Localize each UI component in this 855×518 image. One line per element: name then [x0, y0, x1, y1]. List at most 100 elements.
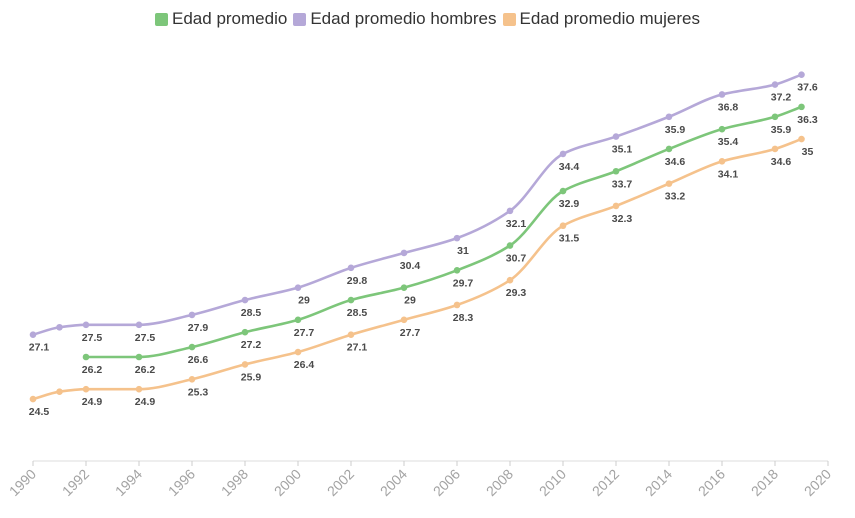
data-label-edad-promedio-hombres-2002: 29.8 — [347, 275, 368, 287]
x-tick-label-2018: 2018 — [748, 466, 781, 499]
data-label-edad-promedio-2010: 32.9 — [559, 198, 580, 210]
x-axis-ticks: 1990 1992 1994 1996 1998 2000 2002 2004 2006 2008… — [6, 461, 834, 499]
data-label-edad-promedio-hombres-2012: 35.1 — [612, 144, 633, 156]
data-point-edad-promedio-hombres-2006[interactable] — [453, 234, 461, 242]
data-label-edad-promedio-mujeres-2016: 34.1 — [718, 168, 739, 180]
data-point-edad-promedio-2000[interactable] — [294, 316, 302, 324]
x-tick-label-2002: 2002 — [324, 466, 357, 499]
data-point-edad-promedio-hombres-2008[interactable] — [506, 207, 514, 215]
data-point-edad-promedio-hombres-2000[interactable] — [294, 284, 302, 291]
data-label-edad-promedio-2014: 34.6 — [665, 156, 686, 168]
data-point-edad-promedio-2019[interactable] — [798, 103, 805, 111]
data-label-edad-promedio-hombres-2000: 29 — [298, 295, 310, 307]
data-point-edad-promedio-hombres-2019[interactable] — [798, 71, 805, 78]
data-point-edad-promedio-mujeres-2004[interactable] — [400, 316, 408, 324]
x-tick-label-1990: 1990 — [6, 466, 39, 499]
data-point-edad-promedio-hombres-2018[interactable] — [771, 81, 779, 88]
data-point-edad-promedio-2006[interactable] — [453, 267, 461, 274]
data-point-edad-promedio-hombres-1990[interactable] — [29, 331, 37, 339]
data-point-edad-promedio-1994[interactable] — [135, 353, 143, 361]
data-point-edad-promedio-hombres-2014[interactable] — [665, 113, 673, 121]
data-label-edad-promedio-mujeres-2019: 35 — [802, 146, 814, 158]
x-tick-label-1992: 1992 — [59, 466, 92, 499]
data-point-edad-promedio-hombres-2004[interactable] — [400, 249, 408, 257]
data-point-edad-promedio-1996[interactable] — [188, 343, 196, 351]
data-point-edad-promedio-1998[interactable] — [241, 328, 249, 336]
data-point-edad-promedio-mujeres-1994[interactable] — [135, 385, 143, 393]
data-point-edad-promedio-mujeres-2002[interactable] — [347, 331, 355, 339]
data-point-edad-promedio-mujeres-1998[interactable] — [241, 361, 249, 368]
x-tick-label-2000: 2000 — [271, 466, 304, 499]
series-points — [29, 71, 805, 403]
legend-label-edad-promedio: Edad promedio — [172, 9, 288, 28]
data-label-edad-promedio-1996: 26.6 — [188, 354, 209, 366]
data-point-edad-promedio-hombres-1994[interactable] — [135, 321, 143, 329]
data-point-edad-promedio-mujeres-1991[interactable] — [56, 388, 63, 395]
x-tick-label-2008: 2008 — [483, 466, 516, 499]
data-point-edad-promedio-mujeres-2014[interactable] — [665, 180, 673, 187]
data-label-edad-promedio-2018: 35.9 — [771, 124, 792, 136]
data-point-edad-promedio-mujeres-1992[interactable] — [82, 385, 90, 393]
x-tick-label-1994: 1994 — [112, 466, 145, 499]
data-point-edad-promedio-2018[interactable] — [771, 113, 779, 121]
legend-item-edad-promedio-hombres[interactable]: Edad promedio hombres — [293, 9, 497, 29]
series-line-edad-promedio — [84, 105, 803, 359]
data-point-edad-promedio-mujeres-2008[interactable] — [506, 276, 514, 284]
data-label-edad-promedio-hombres-2004: 30.4 — [400, 260, 421, 272]
x-tick-label-2004: 2004 — [377, 466, 410, 499]
data-label-edad-promedio-hombres-2014: 35.9 — [665, 124, 686, 136]
data-point-edad-promedio-2010[interactable] — [559, 187, 567, 195]
data-label-edad-promedio-mujeres-1994: 24.9 — [135, 396, 156, 408]
series-lines — [31, 73, 803, 401]
data-point-edad-promedio-2014[interactable] — [665, 145, 673, 153]
data-point-edad-promedio-1992[interactable] — [82, 353, 90, 361]
data-label-edad-promedio-2004: 29 — [404, 295, 416, 307]
data-point-edad-promedio-mujeres-2016[interactable] — [718, 158, 726, 165]
data-point-edad-promedio-mujeres-2000[interactable] — [294, 348, 302, 356]
data-label-edad-promedio-hombres-1990: 27.1 — [29, 342, 50, 354]
data-label-edad-promedio-mujeres-1996: 25.3 — [188, 386, 209, 398]
x-tick-label-2020: 2020 — [801, 466, 834, 499]
data-point-edad-promedio-mujeres-1996[interactable] — [188, 375, 196, 383]
data-point-edad-promedio-mujeres-2010[interactable] — [559, 222, 567, 230]
x-tick-label-2012: 2012 — [589, 466, 622, 499]
x-tick-label-2014: 2014 — [642, 466, 675, 499]
data-label-edad-promedio-hombres-1996: 27.9 — [188, 322, 209, 334]
legend-item-edad-promedio-mujeres[interactable]: Edad promedio mujeres — [502, 9, 700, 29]
legend-item-edad-promedio[interactable]: Edad promedio — [155, 9, 287, 29]
data-label-edad-promedio-2000: 27.7 — [294, 327, 315, 339]
data-point-edad-promedio-hombres-1996[interactable] — [188, 311, 196, 319]
data-point-edad-promedio-hombres-2002[interactable] — [347, 264, 355, 272]
data-point-edad-promedio-hombres-1991[interactable] — [56, 323, 63, 331]
data-point-edad-promedio-hombres-1998[interactable] — [241, 296, 249, 304]
data-point-edad-promedio-hombres-1992[interactable] — [82, 321, 90, 329]
x-tick-label-2006: 2006 — [430, 466, 463, 499]
data-point-edad-promedio-mujeres-2006[interactable] — [453, 301, 461, 309]
data-point-edad-promedio-2016[interactable] — [718, 125, 726, 133]
data-label-edad-promedio-mujeres-2018: 34.6 — [771, 156, 792, 168]
data-point-edad-promedio-mujeres-2012[interactable] — [612, 202, 620, 210]
data-point-edad-promedio-2004[interactable] — [400, 284, 408, 291]
data-point-edad-promedio-2002[interactable] — [347, 296, 355, 304]
legend-swatch-edad-promedio-mujeres — [502, 12, 516, 26]
data-point-edad-promedio-2008[interactable] — [506, 242, 514, 249]
data-point-edad-promedio-hombres-2016[interactable] — [718, 91, 726, 98]
data-point-edad-promedio-hombres-2012[interactable] — [612, 133, 620, 140]
data-label-edad-promedio-hombres-1994: 27.5 — [135, 332, 156, 344]
data-label-edad-promedio-2012: 33.7 — [612, 178, 633, 190]
data-point-edad-promedio-mujeres-2018[interactable] — [771, 145, 779, 153]
data-label-edad-promedio-1992: 26.2 — [82, 364, 103, 376]
data-point-edad-promedio-2012[interactable] — [612, 167, 620, 175]
data-label-edad-promedio-mujeres-1990: 24.5 — [29, 406, 50, 418]
data-label-edad-promedio-1994: 26.2 — [135, 364, 156, 376]
data-label-edad-promedio-mujeres-1998: 25.9 — [241, 371, 262, 383]
data-label-edad-promedio-mujeres-2004: 27.7 — [400, 327, 421, 339]
data-label-edad-promedio-hombres-2019: 37.6 — [797, 82, 818, 94]
data-point-edad-promedio-mujeres-1990[interactable] — [29, 395, 37, 403]
data-label-edad-promedio-mujeres-2000: 26.4 — [294, 359, 315, 371]
data-label-edad-promedio-mujeres-2006: 28.3 — [453, 312, 474, 324]
data-label-edad-promedio-mujeres-1992: 24.9 — [82, 396, 103, 408]
data-point-edad-promedio-mujeres-2019[interactable] — [798, 135, 805, 143]
data-label-edad-promedio-mujeres-2012: 32.3 — [612, 213, 633, 225]
data-point-edad-promedio-hombres-2010[interactable] — [559, 150, 567, 158]
